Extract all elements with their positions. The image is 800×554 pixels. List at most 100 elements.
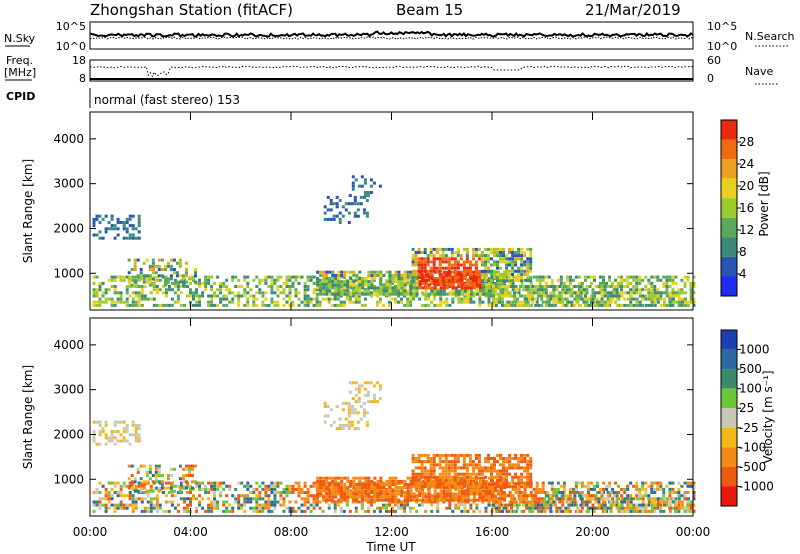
range-cell <box>420 472 424 476</box>
range-cell <box>376 486 380 490</box>
range-cell <box>606 494 610 498</box>
range-cell <box>484 506 488 510</box>
range-cell <box>188 474 191 477</box>
range-cell <box>474 482 478 486</box>
range-cell <box>626 506 630 510</box>
range-cell <box>148 274 152 278</box>
range-cell <box>451 286 455 290</box>
range-cell <box>303 484 307 488</box>
range-cell <box>481 283 485 287</box>
range-cell <box>543 285 547 288</box>
range-cell <box>478 294 482 298</box>
range-cell <box>186 294 189 298</box>
range-cell <box>355 492 359 496</box>
range-cell <box>412 283 416 287</box>
range-cell <box>255 481 259 485</box>
range-cell <box>237 303 241 307</box>
range-cell <box>179 291 183 295</box>
range-cell <box>494 283 497 287</box>
range-cell <box>246 291 250 295</box>
range-cell <box>335 205 339 209</box>
range-cell <box>522 285 526 288</box>
range-cell <box>288 278 292 282</box>
range-cell <box>436 492 440 496</box>
range-cell <box>291 506 295 510</box>
range-cell <box>487 257 490 261</box>
range-cell <box>480 254 484 258</box>
range-cell <box>534 491 538 494</box>
range-cell <box>338 417 342 421</box>
range-cell <box>213 506 217 510</box>
range-cell <box>170 481 174 485</box>
range-cell <box>626 275 630 279</box>
range-cell <box>246 281 250 285</box>
range-cell <box>421 281 425 285</box>
range-cell <box>480 251 484 254</box>
range-cell <box>354 294 358 298</box>
range-cell <box>279 497 283 501</box>
range-cell <box>409 476 413 480</box>
range-cell <box>420 453 424 457</box>
range-cell <box>122 494 126 498</box>
range-cell <box>478 479 482 483</box>
range-cell <box>511 275 515 279</box>
range-cell <box>243 275 247 279</box>
range-cell <box>346 489 350 493</box>
range-cell <box>104 297 108 301</box>
range-cell <box>379 292 383 296</box>
range-cell <box>671 281 675 285</box>
range-cell <box>429 485 433 489</box>
range-cell <box>346 476 350 480</box>
range-cell <box>469 292 473 296</box>
range-cell <box>520 260 524 264</box>
range-cell <box>137 291 141 295</box>
range-cell <box>258 278 262 282</box>
range-cell <box>400 479 404 483</box>
range-cell <box>95 500 99 504</box>
range-cell <box>671 278 675 282</box>
range-cell <box>145 480 149 484</box>
range-cell <box>133 477 137 481</box>
range-cell <box>388 489 392 493</box>
range-cell <box>201 481 205 485</box>
range-cell <box>170 494 174 498</box>
range-cell <box>210 275 214 279</box>
range-cell <box>134 291 138 295</box>
range-cell <box>617 506 621 510</box>
range-cell <box>122 503 126 507</box>
range-cell <box>444 247 448 251</box>
range-cell <box>599 275 602 279</box>
range-cell <box>641 288 645 292</box>
range-cell <box>324 281 328 285</box>
range-cell <box>409 495 413 499</box>
range-cell <box>448 500 452 504</box>
range-cell <box>231 297 235 301</box>
range-cell <box>626 484 630 488</box>
range-cell <box>477 257 481 261</box>
range-cell <box>409 479 413 483</box>
range-cell <box>629 275 633 279</box>
range-cell <box>499 273 502 276</box>
range-cell <box>573 285 577 288</box>
range-cell <box>92 491 96 494</box>
range-cell <box>394 289 398 293</box>
range-cell <box>246 275 250 279</box>
range-cell <box>365 423 369 427</box>
range-cell <box>334 479 338 483</box>
range-cell <box>690 297 693 301</box>
range-cell <box>379 277 383 280</box>
range-cell <box>457 292 461 296</box>
range-cell <box>366 194 370 198</box>
range-cell <box>104 423 108 427</box>
range-cell <box>487 300 491 304</box>
range-cell <box>549 285 553 288</box>
range-cell <box>125 300 129 304</box>
range-cell <box>468 266 472 270</box>
range-cell <box>481 286 485 290</box>
range-cell <box>485 479 488 483</box>
range-cell <box>326 414 330 418</box>
range-cell <box>668 500 672 504</box>
range-cell <box>333 294 337 298</box>
range-cell <box>415 280 419 284</box>
range-cell <box>532 288 536 292</box>
